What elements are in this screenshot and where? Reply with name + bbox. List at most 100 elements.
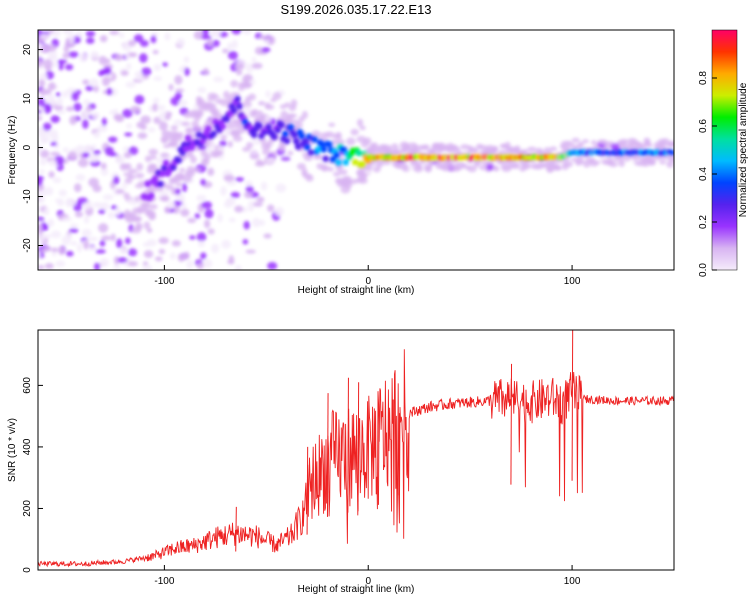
heatmap-ridge-cell	[335, 159, 342, 166]
heatmap-cell	[227, 140, 233, 148]
heatmap-cell	[154, 187, 164, 192]
heatmap-cell	[226, 180, 237, 186]
heatmap-cell	[247, 200, 255, 210]
heatmap-cell	[40, 233, 46, 242]
heatmap-cell	[235, 264, 242, 270]
heatmap-cell	[106, 87, 113, 96]
heatmap-cell	[74, 211, 84, 218]
heatmap-cell	[73, 102, 82, 112]
heatmap-cell	[61, 90, 69, 98]
heatmap-cell	[160, 152, 170, 158]
heatmap-cell	[100, 235, 112, 241]
heatmap-cell	[431, 144, 439, 153]
heatmap-cell	[473, 160, 481, 168]
heatmap-cell	[39, 88, 48, 96]
heatmap-cell	[197, 240, 205, 248]
heatmap-cell	[290, 119, 300, 124]
colorbar-bar	[711, 29, 738, 271]
heatmap-cell	[249, 148, 259, 156]
heatmap-cell	[264, 102, 271, 109]
heatmap-cell	[207, 228, 215, 235]
heatmap-cell	[183, 112, 192, 119]
heatmap-cell	[245, 249, 256, 254]
heatmap-cell	[243, 220, 250, 230]
heatmap-cell	[156, 104, 166, 111]
heatmap-cell	[267, 204, 275, 212]
heatmap-cell	[63, 45, 70, 53]
heatmap-cell	[644, 140, 652, 146]
heatmap-cell	[153, 76, 163, 81]
heatmap-cell	[38, 59, 43, 68]
heatmap-cell	[129, 52, 138, 58]
heatmap-cell	[139, 39, 149, 47]
heatmap-cell	[248, 93, 256, 101]
heatmap-cell	[287, 113, 298, 118]
heatmap-cell	[171, 240, 181, 247]
heatmap-cell	[39, 33, 51, 39]
heatmap-cell	[221, 239, 231, 249]
heatmap-ridge-cell	[223, 116, 230, 123]
heatmap-cell	[183, 56, 190, 63]
heatmap-cell	[83, 99, 91, 106]
heatmap-cell	[42, 223, 49, 231]
snr-spike	[347, 377, 349, 513]
heatmap-cell	[174, 75, 183, 85]
heatmap-ridge-cell	[355, 149, 362, 157]
heatmap-cell	[264, 114, 272, 123]
colorbar: 0.0 0.2 0.4 0.6 0.8 Normalized spectral ampl…	[698, 29, 749, 277]
heatmap-cell	[139, 53, 148, 63]
heatmap-cell	[210, 30, 217, 37]
heatmap-cell	[258, 35, 268, 40]
heatmap-cell	[327, 166, 334, 172]
heatmap-cell	[40, 45, 50, 54]
heatmap-cell	[578, 141, 585, 148]
heatmap-cell	[77, 158, 89, 168]
heatmap-cell	[50, 141, 58, 147]
heatmap-cell	[181, 121, 191, 127]
heatmap-cell	[217, 213, 223, 223]
heatmap-cell	[38, 216, 45, 222]
heatmap-cell	[118, 32, 125, 38]
heatmap-cell	[69, 115, 77, 126]
heatmap-cell	[183, 251, 190, 260]
heatmap-cell	[504, 164, 515, 170]
heatmap-cell	[646, 158, 654, 164]
heatmap-cell	[177, 172, 185, 181]
heatmap-cell	[185, 127, 194, 135]
heatmap-cell	[211, 243, 220, 254]
heatmap-cell	[618, 140, 628, 147]
snr-spike	[306, 446, 309, 535]
heatmap-ridge-cell	[210, 130, 217, 137]
heatmap-cell	[194, 213, 201, 219]
heatmap-cell	[88, 153, 100, 163]
heatmap-cell	[65, 197, 72, 208]
heatmap-cell	[230, 91, 241, 97]
heatmap-cell	[133, 34, 144, 43]
heatmap-cell	[467, 165, 477, 173]
heatmap-cell	[152, 97, 160, 104]
heatmap-cell	[82, 79, 90, 85]
heatmap-cell	[140, 115, 151, 124]
heatmap-ridge-cell	[162, 159, 170, 167]
heatmap-cell	[47, 49, 58, 60]
heatmap-cell	[526, 146, 537, 153]
heatmap-cell	[328, 122, 336, 127]
heatmap-ridge-cell	[195, 131, 203, 138]
heatmap-cell	[48, 159, 58, 166]
heatmap-cell	[296, 162, 306, 170]
heatmap-ridge-cell	[160, 164, 168, 172]
heatmap-cell	[73, 183, 82, 193]
heatmap-cell	[38, 130, 46, 140]
heatmap-cell	[493, 166, 500, 172]
heatmap-cell	[302, 173, 312, 179]
heatmap-cell	[65, 64, 74, 71]
heatmap-cell	[200, 178, 207, 186]
heatmap-cell	[134, 71, 143, 79]
heatmap-ridge-cell	[359, 161, 366, 168]
heatmap-cell	[103, 66, 112, 75]
heatmap-cell	[210, 150, 221, 158]
heatmap-cell	[147, 127, 156, 133]
heatmap-cell	[244, 105, 252, 114]
heatmap-cell	[176, 38, 185, 47]
heatmap-cell	[98, 223, 109, 233]
